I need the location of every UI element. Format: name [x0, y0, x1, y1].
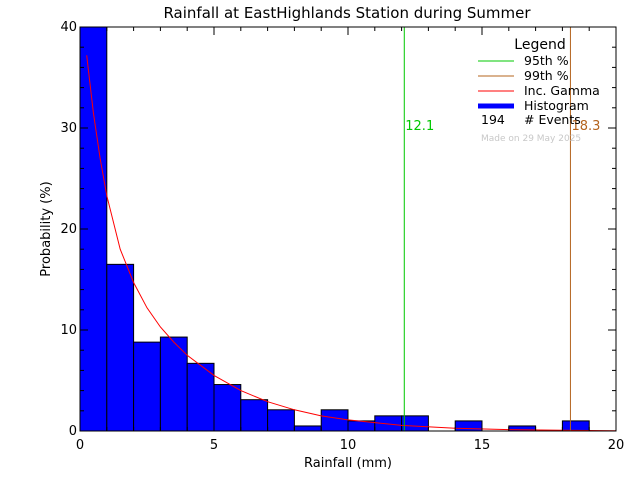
x-tick-label: 5 — [210, 438, 218, 453]
y-tick-label: 30 — [60, 121, 77, 136]
x-axis-title: Rainfall (mm) — [304, 456, 392, 471]
legend-label-gamma: Inc. Gamma — [524, 83, 600, 98]
legend-label-99th: 99th % — [524, 68, 569, 83]
legend-title: Legend — [514, 37, 565, 53]
histogram-bar — [240, 399, 269, 432]
chart-title: Rainfall at EastHighlands Station during… — [163, 4, 531, 22]
histogram-bar — [186, 362, 215, 432]
histogram-bar — [320, 409, 349, 432]
y-tick-label: 20 — [60, 222, 77, 237]
x-tick-label: 10 — [340, 438, 357, 453]
histogram-bar — [561, 420, 590, 432]
y-tick-label: 0 — [69, 424, 77, 439]
made-on-note: Made on 29 May 2025 — [481, 134, 581, 144]
gamma-curve-layer — [86, 55, 617, 432]
y-tick-label: 10 — [60, 323, 77, 338]
axis-ticks: 0 5 10 15 20 0 10 20 30 40 — [60, 20, 624, 453]
x-tick-label: 20 — [608, 438, 625, 453]
legend-label-histogram: Histogram — [524, 98, 589, 113]
y-tick-label: 40 — [60, 20, 77, 35]
legend: Legend 95th % 99th % Inc. Gamma Histogra… — [478, 37, 600, 144]
histogram-bar — [133, 341, 161, 432]
x-tick-label: 15 — [474, 438, 491, 453]
legend-events-count: 194 — [481, 112, 505, 127]
percentile-lines: 12.1 18.3 — [403, 27, 600, 431]
percentile-label: 18.3 — [571, 119, 600, 134]
histogram-bar — [293, 425, 322, 432]
histogram-bars — [79, 26, 590, 432]
histogram-bar — [213, 384, 242, 432]
legend-label-95th: 95th % — [524, 53, 569, 68]
y-axis-title: Probability (%) — [39, 181, 54, 276]
x-tick-label: 0 — [76, 438, 84, 453]
percentile-label: 12.1 — [405, 119, 434, 134]
histogram-bar — [106, 263, 135, 432]
legend-events-label: # Events — [524, 112, 581, 127]
histogram-bar — [401, 415, 429, 432]
gamma-curve — [86, 55, 617, 432]
histogram-bar — [267, 409, 295, 432]
histogram-bar — [454, 420, 483, 432]
